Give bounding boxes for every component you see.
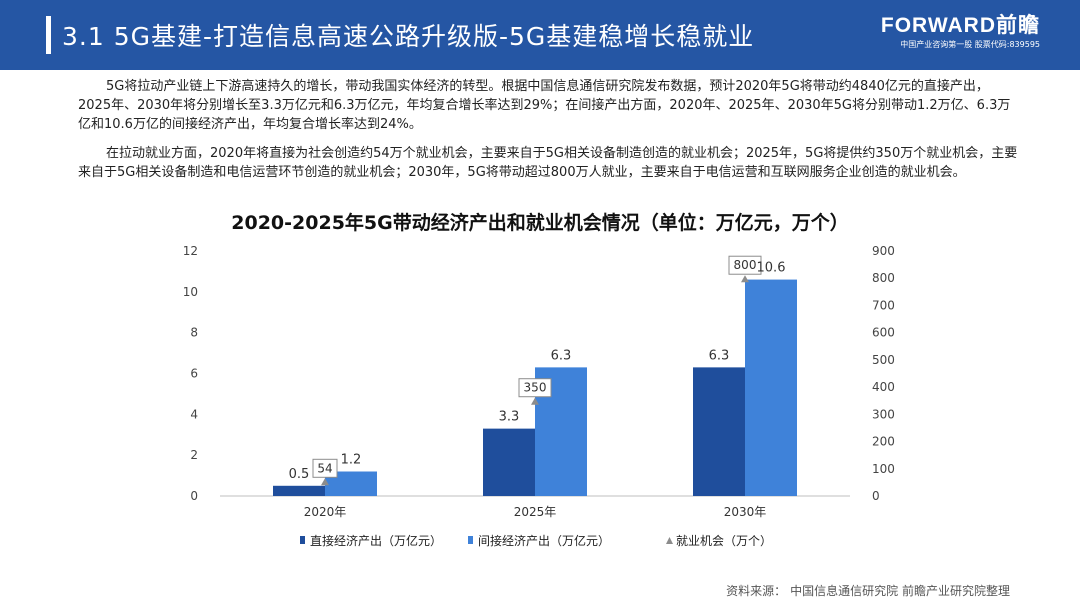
jobs-data-label: 800 [734,258,757,272]
legend-indirect-label: 间接经济产出（万亿元） [478,533,610,548]
y-left-tick-label: 8 [190,326,198,340]
intro-paragraph-employment: 在拉动就业方面，2020年将直接为社会创造约54万个就业机会，主要来自于5G相关… [78,146,1018,180]
y-right-tick-label: 700 [872,298,895,312]
y-right-tick-label: 600 [872,326,895,340]
header-banner: 3.1 5G基建-打造信息高速公路升级版-5G基建稳增长稳就业 FORWARD前… [0,0,1080,70]
x-tick-label: 2030年 [724,505,767,519]
y-right-tick-label: 900 [872,244,895,258]
legend-jobs-label: 就业机会（万个） [676,534,772,548]
x-tick-label: 2020年 [304,505,347,519]
jobs-label-box [518,378,552,398]
y-right-tick-label: 800 [872,271,895,285]
bar-direct-output [483,428,535,496]
chart-title: 2020-2025年5G带动经济产出和就业机会情况（单位：万亿元，万个） [231,212,849,234]
y-right-tick-label: 300 [872,407,895,421]
bar-direct-output [693,367,745,496]
forward-logo: FORWARD前瞻 中国产业咨询第一股 股票代码:839595 [881,15,1040,51]
bar-indirect-output [745,279,797,496]
jobs-marker [741,275,749,283]
indirect-data-label: 10.6 [757,261,786,276]
source-label: 资料来源： [726,584,787,598]
intro-paragraph-output: 5G将拉动产业链上下游高速持久的增长，带动我国实体经济的转型。根据中国信息通信研… [78,79,1011,132]
page-title: 3.1 5G基建-打造信息高速公路升级版-5G基建稳增长稳就业 [62,22,755,51]
logo-brand: FORWARD前瞻 [880,14,1040,37]
legend-indirect-swatch [468,536,473,544]
y-left-tick-label: 12 [183,244,198,258]
jobs-marker [531,397,539,405]
y-left-tick-label: 6 [190,367,198,381]
y-left-tick-label: 10 [183,285,198,299]
legend-direct-swatch [300,536,305,544]
jobs-data-label: 350 [524,381,547,395]
y-left-tick-label: 2 [190,448,198,462]
legend-direct-label: 直接经济产出（万亿元） [310,533,442,548]
source-note: 资料来源： 中国信息通信研究院 前瞻产业研究院整理 [726,582,1010,599]
direct-data-label: 0.5 [289,467,310,482]
x-tick-label: 2025年 [514,505,557,519]
jobs-marker [321,478,329,486]
bar-direct-output [273,485,325,496]
y-right-tick-label: 100 [872,462,895,476]
logo-subtitle: 中国产业咨询第一股 股票代码:839595 [900,40,1040,49]
jobs-data-label: 54 [317,461,332,475]
y-right-tick-label: 0 [872,489,880,503]
source-text: 中国信息通信研究院 前瞻产业研究院整理 [790,584,1010,598]
y-left-tick-label: 0 [190,489,198,503]
jobs-label-box [728,255,762,275]
legend-jobs-swatch [666,537,673,544]
y-right-tick-label: 200 [872,435,895,449]
y-right-tick-label: 500 [872,353,895,367]
jobs-label-box [312,458,338,478]
direct-data-label: 3.3 [499,410,520,425]
y-left-tick-label: 4 [190,407,198,421]
indirect-data-label: 6.3 [551,348,572,363]
indirect-data-label: 1.2 [341,453,362,468]
direct-data-label: 6.3 [709,348,730,363]
y-right-tick-label: 400 [872,380,895,394]
title-accent-bar [46,16,51,54]
